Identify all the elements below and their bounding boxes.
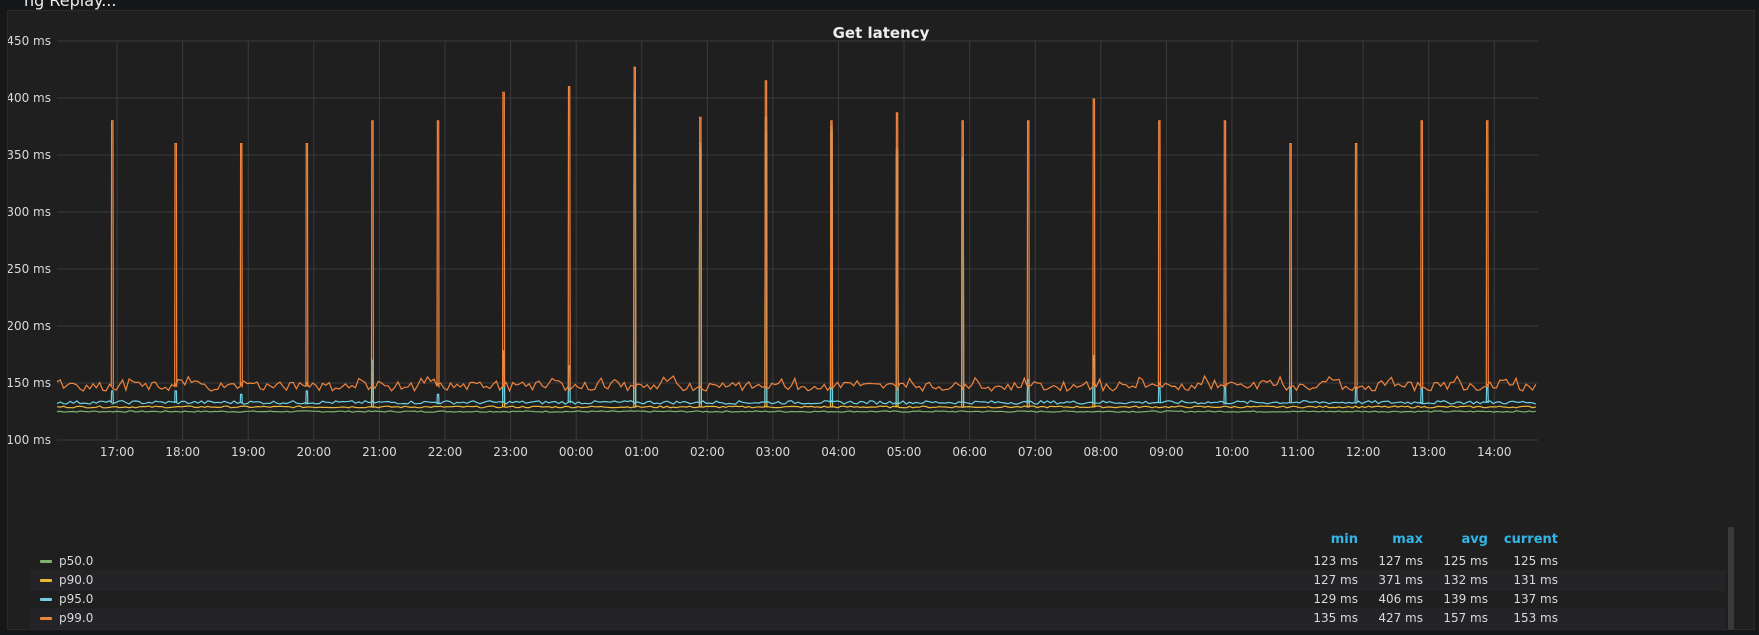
series-line-p99-0 — [56, 66, 1537, 393]
chart-grid — [57, 40, 1538, 441]
x-tick-label: 20:00 — [297, 445, 332, 459]
y-tick-label: 150 ms — [8, 376, 51, 390]
legend-row[interactable]: p50.0 123 ms 127 ms 125 ms 125 ms — [30, 551, 1725, 572]
x-tick-label: 05:00 — [887, 445, 922, 459]
legend-current-value: 137 ms — [1513, 592, 1558, 606]
x-tick-label: 04:00 — [821, 445, 856, 459]
x-tick-label: 23:00 — [493, 445, 528, 459]
y-tick-label: 300 ms — [8, 205, 51, 219]
x-tick-label: 09:00 — [1149, 445, 1184, 459]
legend-header-max[interactable]: max — [1392, 532, 1423, 547]
legend-min-value: 123 ms — [1313, 554, 1358, 568]
y-tick-label: 200 ms — [8, 319, 51, 333]
legend-header-min[interactable]: min — [1330, 532, 1358, 547]
y-tick-label: 350 ms — [8, 148, 51, 162]
x-tick-label: 18:00 — [165, 445, 200, 459]
legend-header-current[interactable]: current — [1503, 532, 1558, 547]
y-tick-label: 100 ms — [8, 433, 51, 447]
legend-avg-value: 139 ms — [1443, 592, 1488, 606]
x-tick-label: 02:00 — [690, 445, 725, 459]
legend-series-name[interactable]: p90.0 — [59, 573, 94, 587]
x-tick-label: 21:00 — [362, 445, 397, 459]
legend-swatch[interactable] — [40, 617, 52, 620]
legend-current-value: 153 ms — [1513, 611, 1558, 625]
legend-series-name[interactable]: p99.0 — [59, 611, 94, 625]
legend-max-value: 427 ms — [1378, 611, 1423, 625]
series-line-p90-0 — [56, 130, 1536, 409]
legend-row[interactable]: p99.0 135 ms 427 ms 157 ms 153 ms — [30, 608, 1725, 629]
x-tick-label: 22:00 — [428, 445, 463, 459]
y-axis-labels: 100 ms 150 ms 200 ms 250 ms 300 ms 350 ms 400 … — [8, 34, 51, 447]
x-tick-label: 06:00 — [952, 445, 987, 459]
legend-avg-value: 125 ms — [1443, 554, 1488, 568]
x-tick-label: 17:00 — [100, 445, 135, 459]
x-tick-label: 14:00 — [1477, 445, 1512, 459]
legend-current-value: 125 ms — [1513, 554, 1558, 568]
legend-avg-value: 132 ms — [1443, 573, 1488, 587]
x-tick-label: 19:00 — [231, 445, 266, 459]
legend-current-value: 131 ms — [1513, 573, 1558, 587]
legend-max-value: 371 ms — [1378, 573, 1423, 587]
legend-min-value: 135 ms — [1313, 611, 1358, 625]
series-line-p50-0 — [56, 410, 1536, 413]
dashboard-row-title: ng Replay... — [24, 0, 117, 10]
x-tick-label: 01:00 — [624, 445, 659, 459]
legend-scrollbar[interactable] — [1728, 527, 1734, 630]
x-tick-label: 13:00 — [1411, 445, 1446, 459]
x-tick-label: 08:00 — [1084, 445, 1119, 459]
legend-row[interactable]: p90.0 127 ms 371 ms 132 ms 131 ms — [30, 570, 1725, 591]
legend-row[interactable]: p95.0 129 ms 406 ms 139 ms 137 ms — [30, 589, 1725, 610]
legend-max-value: 127 ms — [1378, 554, 1423, 568]
legend-min-value: 127 ms — [1313, 573, 1358, 587]
x-tick-label: 12:00 — [1346, 445, 1381, 459]
legend-min-value: 129 ms — [1313, 592, 1358, 606]
x-tick-label: 11:00 — [1280, 445, 1315, 459]
latency-chart: 100 ms 150 ms 200 ms 250 ms 300 ms 350 ms 400 … — [8, 34, 1538, 459]
legend-series-name[interactable]: p50.0 — [59, 554, 94, 568]
x-tick-label: 07:00 — [1018, 445, 1053, 459]
legend-swatch[interactable] — [40, 579, 52, 582]
legend-max-value: 406 ms — [1378, 592, 1423, 606]
legend-swatch[interactable] — [40, 560, 52, 563]
panel-title[interactable]: Get latency — [832, 24, 930, 42]
series-line-p95-0 — [56, 90, 1537, 406]
x-tick-label: 10:00 — [1215, 445, 1250, 459]
latency-panel: Get latency 100 ms 150 ms 200 ms 250 ms 300 … — [7, 10, 1755, 630]
x-axis-labels: 17:00 18:00 19:00 20:00 21:00 22:00 23:00 00:00… — [100, 445, 1512, 459]
series-lines — [56, 66, 1537, 413]
y-tick-label: 250 ms — [8, 262, 51, 276]
y-tick-label: 400 ms — [8, 91, 51, 105]
legend-header-avg[interactable]: avg — [1461, 532, 1488, 547]
legend-swatch[interactable] — [40, 598, 52, 601]
y-tick-label: 450 ms — [8, 34, 51, 48]
x-tick-label: 03:00 — [756, 445, 791, 459]
legend-avg-value: 157 ms — [1443, 611, 1488, 625]
legend-series-name[interactable]: p95.0 — [59, 592, 94, 606]
x-tick-label: 00:00 — [559, 445, 594, 459]
